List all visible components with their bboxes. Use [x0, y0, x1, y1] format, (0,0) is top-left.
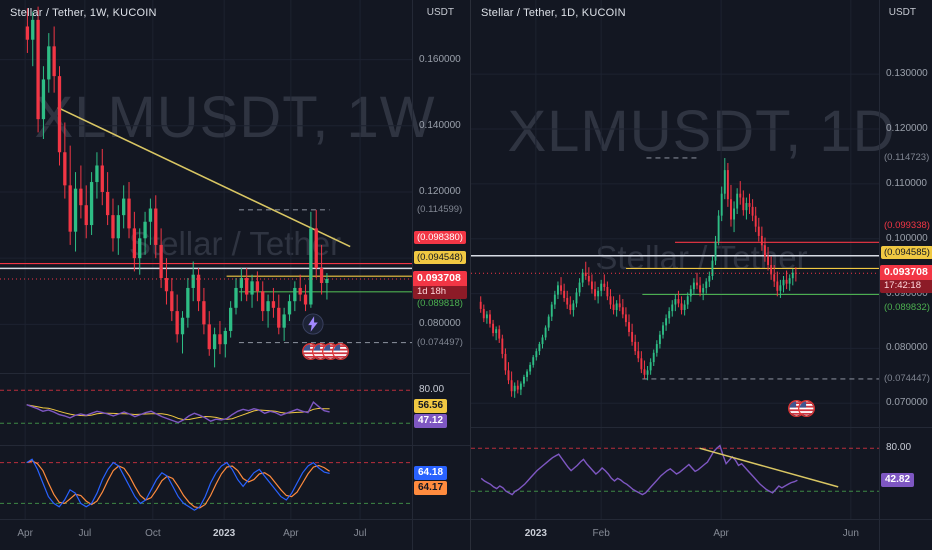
time-axis-label: Jun [842, 528, 859, 539]
price-level-label: (0.089832) [884, 302, 930, 314]
rsi-plot[interactable] [0, 374, 412, 446]
trendline [57, 106, 351, 248]
rsi-trendline [699, 447, 839, 488]
time-axis-label: Apr [17, 528, 33, 539]
chart-panel-daily: XLMUSDT, 1D Stellar / Tether 0.130000 0.1… [470, 0, 932, 550]
rsi-pane-daily[interactable]: 80.00 42.82 [471, 428, 932, 520]
time-axis-label: Oct [145, 528, 161, 539]
last-price-value: 0.093708 [413, 270, 467, 286]
price-tick-label: 0.070000 [886, 397, 928, 409]
time-axis[interactable]: Apr Jul Oct 2023 Apr Jul [0, 520, 470, 550]
indicator-value-badge: 56.56 [414, 398, 448, 413]
indicator-value-badge: 42.82 [881, 473, 915, 488]
rsi-plot[interactable] [471, 428, 879, 520]
bar-countdown: 1d 18h [413, 285, 467, 299]
time-axis-label: Jul [78, 528, 92, 539]
time-axis-label: Feb [592, 528, 610, 539]
price-tick-label: 0.100000 [886, 232, 928, 244]
price-tick-label: 0.120000 [886, 122, 928, 134]
stoch-plot[interactable] [0, 446, 412, 520]
time-axis-label: Apr [713, 528, 729, 539]
price-tick-label: 0.080000 [886, 342, 928, 354]
candlestick-chart-daily[interactable] [471, 0, 879, 428]
price-level-label: (0.074447) [884, 372, 930, 384]
bar-countdown: 17:42:18 [880, 280, 932, 294]
last-price-badge: 0.093708 1d 18h [413, 270, 467, 299]
time-axis-label: Jul [353, 528, 367, 539]
last-price-value: 0.093708 [880, 265, 932, 281]
stochastic-pane-weekly[interactable]: 64.18 64.17 [0, 446, 470, 520]
currency-label: USDT [426, 7, 454, 18]
indicator-value-badge: 47.12 [414, 413, 448, 428]
time-axis-label: 2023 [213, 528, 236, 539]
price-level-label: (0.074497) [417, 336, 463, 348]
price-level-label: (0.114599) [417, 203, 463, 215]
main-chart-pane-daily[interactable]: XLMUSDT, 1D Stellar / Tether 0.130000 0.1… [471, 0, 932, 428]
chart-panel-weekly: XLMUSDT, 1W Stellar / Tether 0.160000 0.1… [0, 0, 470, 550]
indicator-level-label: 80.00 [886, 442, 912, 454]
price-tick-label: 0.110000 [886, 177, 927, 189]
rsi-line [480, 444, 798, 496]
price-axis-border [412, 0, 413, 550]
price-level-label: (0.099338) [884, 220, 930, 232]
rsi-line [26, 400, 330, 424]
main-chart-pane-weekly[interactable]: XLMUSDT, 1W Stellar / Tether 0.160000 0.1… [0, 0, 470, 374]
stoch-k-line [26, 458, 330, 511]
price-tick-label: 0.080000 [419, 318, 461, 330]
currency-label: USDT [888, 7, 916, 18]
indicator-level-label: 80.00 [419, 384, 445, 396]
indicator-value-badge: 64.18 [414, 466, 448, 481]
time-axis[interactable]: 2023 Feb Apr Jun [471, 520, 932, 550]
time-axis-label: Apr [283, 528, 299, 539]
price-tick-label: 0.130000 [886, 68, 928, 80]
price-level-label: (0.098380) [414, 230, 466, 244]
price-level-label: (0.089818) [417, 297, 463, 309]
price-tick-label: 0.090000 [886, 287, 928, 299]
chart-title[interactable]: Stellar / Tether, 1W, KUCOIN [10, 7, 157, 19]
candlestick-chart-weekly[interactable] [0, 0, 412, 374]
price-axis-border [879, 0, 880, 550]
price-tick-label: 0.160000 [419, 53, 461, 65]
price-tick-label: 0.100000 [419, 252, 461, 264]
last-price-badge: 0.093708 17:42:18 [880, 265, 932, 294]
indicator-value-badge: 64.17 [414, 481, 448, 496]
price-tick-label: 0.140000 [419, 119, 461, 131]
price-tick-label: 0.120000 [419, 185, 461, 197]
price-level-label: (0.094585) [881, 246, 932, 260]
price-level-label: (0.094548) [414, 251, 466, 265]
rsi-pane-weekly[interactable]: 80.00 56.56 47.12 [0, 374, 470, 446]
time-axis-label: 2023 [524, 528, 547, 539]
price-level-label: (0.114723) [884, 151, 930, 163]
stoch-d-line [26, 460, 330, 509]
chart-title[interactable]: Stellar / Tether, 1D, KUCOIN [481, 7, 626, 19]
